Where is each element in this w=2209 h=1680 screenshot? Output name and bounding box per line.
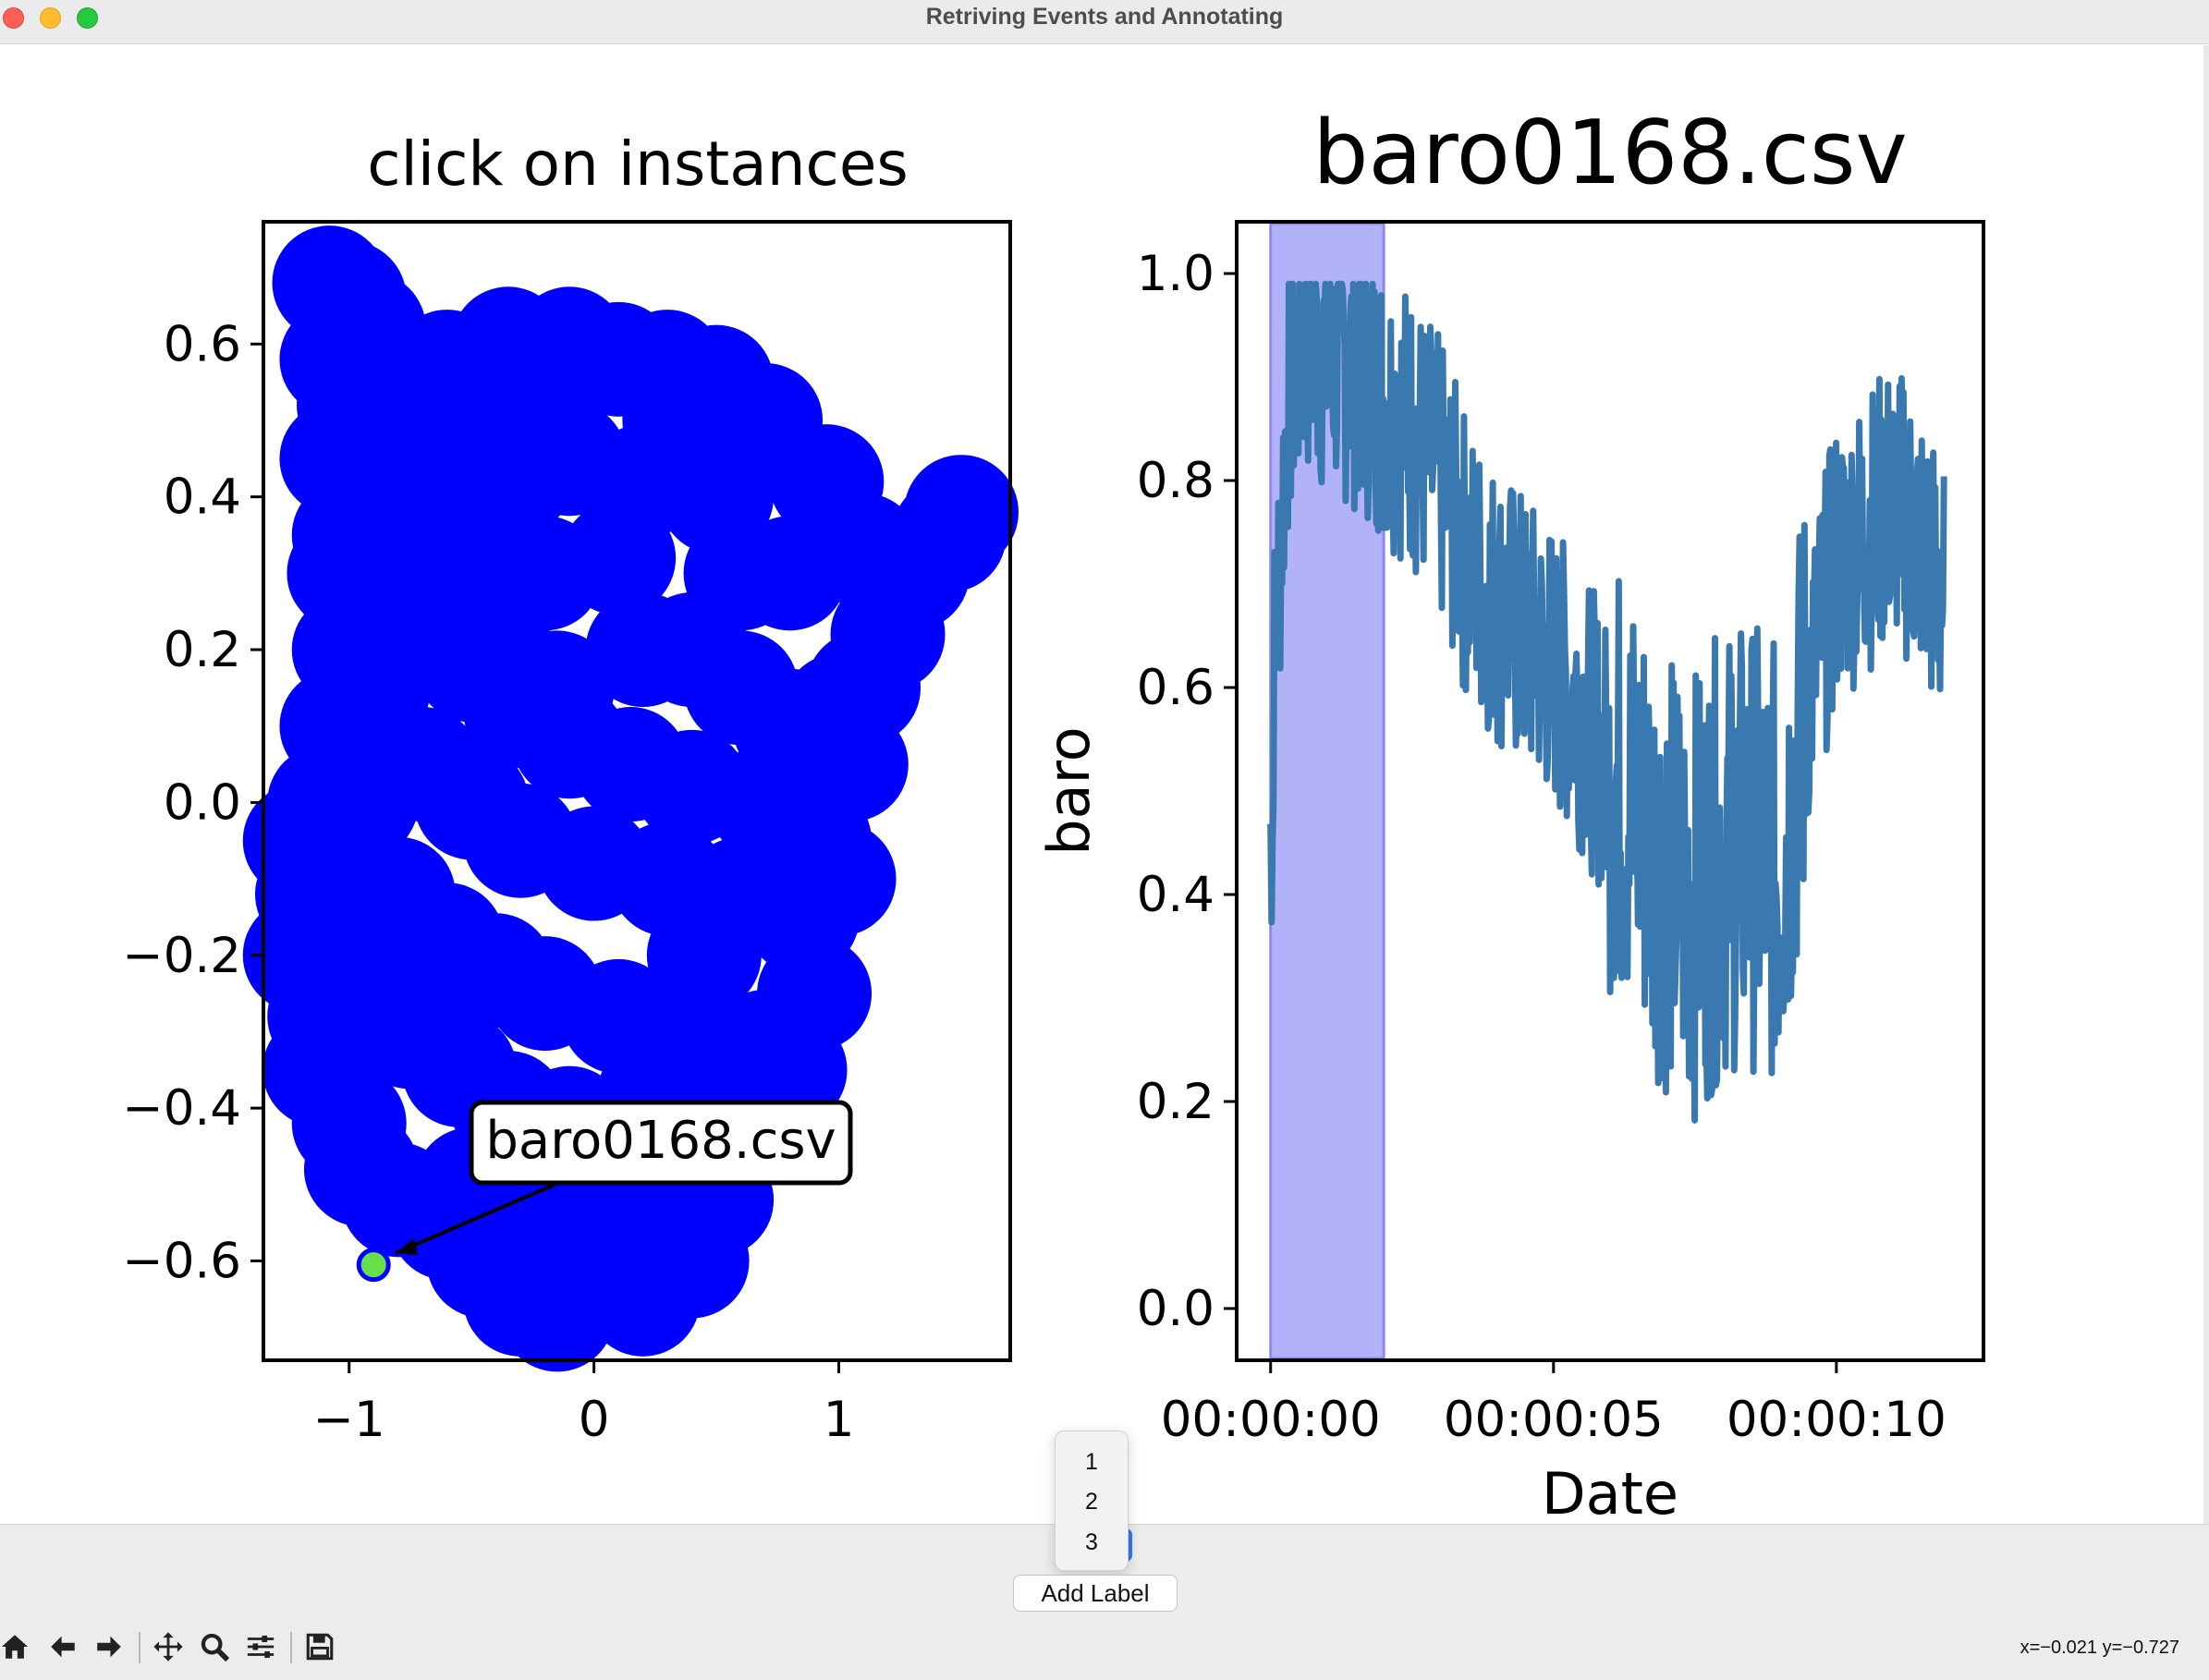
scatter-plot-title: click on instances bbox=[367, 128, 909, 200]
scatter-point[interactable] bbox=[744, 859, 860, 975]
scatter-plot[interactable]: click on instances −1 0 1 0.6 0.4 0.2 0.0 −0.2… bbox=[122, 128, 1019, 1448]
scatter-point[interactable] bbox=[303, 745, 419, 860]
figure-svg[interactable]: click on instances −1 0 1 0.6 0.4 0.2 0.0 −0.2… bbox=[0, 45, 2209, 1524]
scatter-point[interactable] bbox=[401, 362, 517, 478]
y-tick-label: −0.2 bbox=[122, 928, 241, 984]
label-dropdown-menu[interactable]: 1 2 3 bbox=[1055, 1430, 1129, 1571]
scatter-point[interactable] bbox=[561, 500, 677, 615]
y-tick-label: 0.2 bbox=[164, 622, 241, 678]
annotation-arrow bbox=[395, 1183, 555, 1255]
y-tick-label: 1.0 bbox=[1137, 246, 1214, 302]
y-tick-label: −0.6 bbox=[122, 1234, 241, 1290]
dropdown-option-3[interactable]: 3 bbox=[1085, 1529, 1098, 1555]
line-plot[interactable]: baro0168.csv 00:00:00 00:00:05 00:00:10 0.… bbox=[1035, 103, 1985, 1524]
x-tick-label: 00:00:10 bbox=[1727, 1392, 1947, 1448]
x-axis-label: Date bbox=[1542, 1460, 1678, 1524]
scatter-point[interactable] bbox=[328, 554, 444, 669]
scatter-point[interactable] bbox=[585, 592, 701, 708]
forward-icon[interactable] bbox=[91, 1628, 128, 1665]
y-tick-label: 0.8 bbox=[1137, 453, 1214, 509]
home-icon[interactable] bbox=[0, 1628, 33, 1665]
cursor-coordinates: x=−0.021 y=−0.727 bbox=[2020, 1637, 2179, 1658]
annotation-box bbox=[469, 1100, 853, 1186]
dropdown-option-1[interactable]: 1 bbox=[1085, 1449, 1098, 1475]
y-tick-label: 0.2 bbox=[1137, 1074, 1214, 1130]
window-titlebar: Retriving Events and Annotating bbox=[0, 0, 2209, 44]
line-plot-frame bbox=[1235, 220, 1985, 1362]
close-window-button[interactable] bbox=[3, 7, 24, 29]
annotation-group: baro0168.csv bbox=[395, 1100, 853, 1255]
zoom-icon[interactable] bbox=[196, 1628, 233, 1665]
x-tick-label: 00:00:05 bbox=[1444, 1392, 1664, 1448]
toolbar-separator bbox=[139, 1632, 140, 1663]
y-tick-label: 0.0 bbox=[164, 774, 241, 831]
y-tick-label: 0.4 bbox=[1137, 867, 1214, 923]
dropdown-option-2[interactable]: 2 bbox=[1085, 1489, 1098, 1515]
baro-series-line bbox=[1267, 280, 1947, 1124]
y-tick-label: −0.4 bbox=[122, 1080, 241, 1137]
annotation-text: baro0168.csv bbox=[485, 1111, 836, 1171]
save-icon[interactable] bbox=[301, 1628, 338, 1665]
scatter-point[interactable] bbox=[622, 362, 738, 478]
line-x-axis: 00:00:00 00:00:05 00:00:10 bbox=[1161, 1360, 1947, 1448]
toolbar-separator bbox=[290, 1632, 292, 1663]
y-tick-label: 0.6 bbox=[1137, 660, 1214, 716]
scatter-y-axis: 0.6 0.4 0.2 0.0 −0.2 −0.4 −0.6 bbox=[122, 316, 263, 1290]
scatter-point[interactable] bbox=[487, 347, 603, 463]
y-tick-label: 0.6 bbox=[164, 316, 241, 372]
scatter-point[interactable] bbox=[683, 516, 799, 631]
x-tick-label: 0 bbox=[579, 1392, 610, 1448]
scatter-points-group[interactable] bbox=[242, 225, 1019, 1372]
scatter-point[interactable] bbox=[904, 455, 1019, 570]
y-tick-label: 0.0 bbox=[1137, 1281, 1214, 1337]
add-label-button[interactable]: Add Label bbox=[1013, 1575, 1178, 1612]
x-tick-label: −1 bbox=[313, 1392, 385, 1448]
scatter-point[interactable] bbox=[781, 653, 897, 769]
scatter-point[interactable] bbox=[499, 630, 615, 746]
window-edge bbox=[2203, 45, 2209, 1524]
minimize-window-button[interactable] bbox=[40, 7, 61, 29]
y-axis-label: baro bbox=[1035, 726, 1103, 855]
scatter-point[interactable] bbox=[646, 897, 762, 1013]
x-tick-label: 00:00:00 bbox=[1161, 1392, 1381, 1448]
configure-subplots-icon[interactable] bbox=[242, 1628, 279, 1665]
y-tick-label: 0.4 bbox=[164, 469, 241, 526]
maximize-window-button[interactable] bbox=[77, 7, 98, 29]
line-plot-title: baro0168.csv bbox=[1312, 103, 1908, 204]
back-icon[interactable] bbox=[44, 1628, 81, 1665]
pan-icon[interactable] bbox=[150, 1628, 187, 1665]
annotation-arrowhead bbox=[396, 1238, 418, 1255]
navigation-toolbar bbox=[0, 1628, 370, 1669]
figure-canvas[interactable]: click on instances −1 0 1 0.6 0.4 0.2 0.0 −0.2… bbox=[0, 45, 2209, 1524]
x-tick-label: 1 bbox=[824, 1392, 855, 1448]
window-title: Retriving Events and Annotating bbox=[925, 4, 1284, 30]
scatter-plot-frame bbox=[262, 220, 1012, 1362]
scatter-x-axis: −1 0 1 bbox=[313, 1360, 855, 1448]
scatter-point[interactable] bbox=[316, 897, 432, 1013]
selected-point[interactable] bbox=[356, 1248, 391, 1283]
line-y-axis: 0.0 0.2 0.4 0.6 0.8 1.0 bbox=[1137, 246, 1237, 1337]
